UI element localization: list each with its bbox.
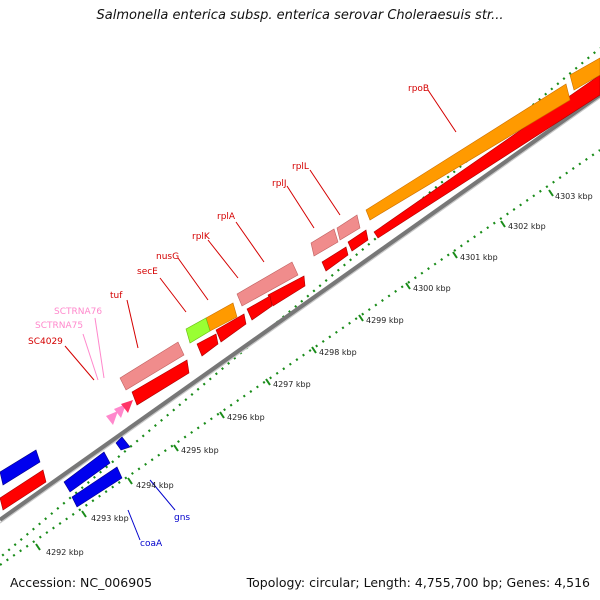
gene-nusG-block[interactable] [215, 313, 247, 343]
map-title: Salmonella enterica subsp. enterica sero… [96, 8, 504, 23]
label-rplK[interactable]: rplK [192, 232, 211, 242]
gene-tuf-block[interactable] [131, 359, 190, 406]
scale-tick-4 [219, 411, 225, 419]
operon-rplL-pink[interactable] [336, 214, 361, 241]
scale-tick-10 [500, 220, 506, 228]
scale-tick-0 [35, 543, 41, 551]
forward-strand-genes [0, 74, 600, 511]
scale-tick-5 [265, 378, 271, 386]
operon-rplA-pink[interactable] [236, 261, 299, 307]
scale-tick-6 [311, 346, 317, 354]
label-rplJ[interactable]: rplJ [272, 179, 287, 189]
gene-gns-block[interactable] [115, 436, 131, 451]
label-secE[interactable]: secE [137, 267, 158, 277]
gene-left-red-block[interactable] [0, 469, 47, 511]
trna-SC4029-arrow[interactable] [121, 400, 133, 413]
operon-secE-green[interactable] [185, 317, 211, 344]
label-rplA[interactable]: rplA [217, 212, 236, 222]
scale-tick-2 [127, 477, 133, 485]
scale-label-4300: 4300 kbp [413, 284, 451, 293]
scale-tick-11 [548, 189, 554, 197]
operon-rplJ-pink[interactable] [310, 228, 339, 257]
gene-left-blue-block[interactable] [0, 449, 41, 486]
operon-rpoB-orange[interactable] [365, 83, 571, 221]
label-tuf[interactable]: tuf [110, 291, 123, 301]
gene-rplJ-block[interactable] [321, 246, 349, 272]
trna-SCTRNA75-arrow[interactable] [114, 404, 126, 418]
trna-SCTRNA76-arrow[interactable] [106, 411, 118, 425]
scale-label-4303: 4303 kbp [555, 192, 593, 201]
operon-genes [106, 57, 600, 425]
scale-label-4301: 4301 kbp [460, 253, 498, 262]
scale-label-4302: 4302 kbp [508, 222, 546, 231]
genome-summary-text: Topology: circular; Length: 4,755,700 bp… [246, 575, 590, 590]
scale-label-4293: 4293 kbp [91, 514, 129, 523]
scale-ticks [35, 189, 554, 551]
label-SCTRNA75[interactable]: SCTRNA75 [35, 321, 83, 331]
scale-tick-7 [358, 314, 364, 322]
accession-text: Accession: NC_006905 [10, 575, 153, 590]
label-gns[interactable]: gns [174, 513, 190, 523]
gene-secE-block[interactable] [196, 333, 219, 357]
outer-scale-track [0, 47, 600, 559]
label-rpoB[interactable]: rpoB [408, 84, 429, 94]
operon-tuf-pink[interactable] [119, 341, 185, 391]
scale-label-4294: 4294 kbp [136, 481, 174, 490]
scale-label-4297: 4297 kbp [273, 380, 311, 389]
label-SC4029[interactable]: SC4029 [28, 337, 63, 347]
gene-coaA-block[interactable] [71, 466, 123, 508]
label-SCTRNA76[interactable]: SCTRNA76 [54, 307, 102, 317]
inner-scale-track [0, 149, 600, 566]
gene-rplL-block[interactable] [347, 229, 369, 252]
gene-coaA-upper-block[interactable] [63, 451, 111, 493]
scale-label-4298: 4298 kbp [319, 348, 357, 357]
genome-backbone [0, 93, 600, 524]
reverse-strand-genes [0, 436, 131, 508]
scale-label-4295: 4295 kbp [181, 446, 219, 455]
scale-tick-8 [405, 282, 411, 290]
label-coaA[interactable]: coaA [140, 539, 163, 549]
scale-tick-9 [452, 251, 458, 259]
scale-labels: 4292 kbp 4293 kbp 4294 kbp 4295 kbp 4296… [46, 192, 593, 557]
gene-labels: rpoB rplL rplJ rplA rplK nusG secE tuf S… [28, 84, 429, 549]
operon-right-orange[interactable] [569, 57, 600, 91]
gene-rplK-block[interactable] [246, 295, 273, 321]
scale-label-4292: 4292 kbp [46, 548, 84, 557]
label-nusG[interactable]: nusG [156, 252, 179, 262]
gene-leader-lines [64, 89, 457, 541]
scale-label-4296: 4296 kbp [227, 413, 265, 422]
scale-tick-3 [173, 444, 179, 452]
label-rplL[interactable]: rplL [292, 162, 309, 172]
scale-label-4299: 4299 kbp [366, 316, 404, 325]
scale-tick-1 [81, 510, 87, 518]
